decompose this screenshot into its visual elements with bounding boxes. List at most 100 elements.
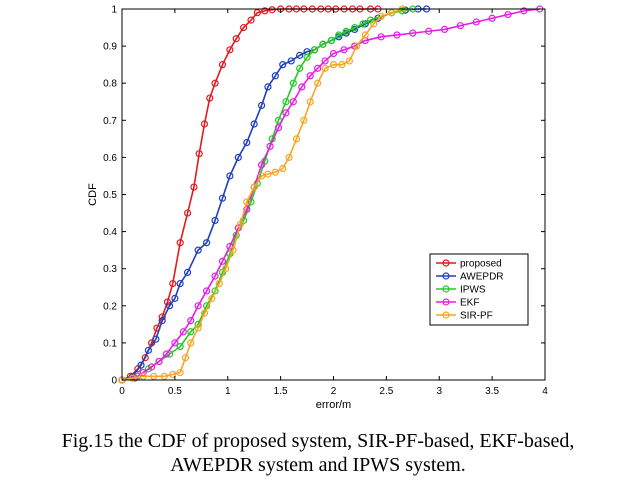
data-point — [274, 124, 283, 132]
series-layer — [118, 5, 544, 384]
data-point — [298, 83, 306, 91]
y-tick-label: 0.9 — [103, 42, 117, 53]
x-tick-label: 2.5 — [379, 386, 393, 397]
data-point — [261, 7, 269, 15]
y-tick-label: 0.3 — [103, 264, 117, 275]
data-point — [183, 268, 192, 277]
data-point — [226, 46, 234, 54]
data-point — [287, 57, 295, 65]
data-point — [253, 9, 261, 17]
data-point — [179, 328, 187, 336]
y-tick-label: 1 — [111, 5, 117, 16]
data-point — [203, 287, 211, 295]
data-point — [321, 64, 329, 72]
data-point — [169, 279, 177, 288]
data-point — [321, 57, 329, 65]
data-point — [306, 98, 314, 106]
data-point — [211, 287, 219, 295]
data-point — [345, 57, 353, 65]
data-point — [243, 205, 251, 213]
data-point — [215, 279, 223, 288]
legend-item: IPWS — [436, 285, 486, 296]
axes-layer: 0 0.5 1 1.5 2 2.5 3 3.5 4 0 0.1 0.2 0.3 0.4 0.5 0.6 0.7 0… — [103, 5, 548, 398]
chart-legend: proposed AWEPDR IPWS EKF SIR-PF — [429, 253, 529, 326]
data-point — [211, 79, 219, 87]
series-line — [121, 8, 403, 381]
data-point — [200, 309, 209, 317]
data-point — [171, 339, 179, 347]
legend-label: EKF — [460, 298, 479, 309]
data-point — [218, 61, 227, 69]
legend-label: AWEPDR — [460, 272, 504, 283]
data-point — [292, 135, 301, 143]
data-point — [342, 27, 350, 35]
data-point — [218, 257, 227, 265]
data-point — [203, 239, 211, 247]
data-point — [187, 339, 195, 347]
data-point — [271, 72, 279, 80]
y-tick-label: 0.6 — [103, 153, 117, 164]
data-point — [160, 372, 168, 380]
data-point — [472, 18, 480, 26]
data-point — [520, 7, 528, 15]
data-point — [377, 33, 385, 41]
data-point — [285, 153, 293, 161]
data-point — [141, 354, 149, 362]
legend-label: IPWS — [460, 285, 486, 296]
figure-caption: Fig.15 the CDF of proposed system, SIR-P… — [0, 429, 636, 477]
data-point — [181, 354, 190, 362]
data-point — [257, 172, 266, 180]
data-point — [257, 161, 266, 169]
y-tick-label: 0.8 — [103, 79, 117, 90]
data-point — [303, 53, 311, 61]
data-point — [488, 14, 496, 22]
legend-label: SIR-PF — [460, 311, 493, 322]
legend-marker — [442, 298, 450, 306]
data-point — [306, 72, 314, 80]
data-point — [139, 372, 147, 380]
legend-item: proposed — [436, 259, 502, 270]
legend-marker — [442, 259, 450, 267]
x-axis-label: error/m — [316, 399, 351, 411]
data-point — [218, 194, 227, 202]
legend-label: proposed — [460, 259, 502, 270]
data-point — [208, 294, 216, 302]
series-line — [121, 8, 413, 381]
data-point — [165, 302, 174, 310]
data-point — [282, 109, 290, 117]
x-tick-label: 2 — [331, 386, 337, 397]
legend-item: SIR-PF — [436, 311, 493, 322]
data-point — [314, 79, 322, 87]
data-point — [425, 27, 433, 35]
data-point — [388, 9, 396, 17]
x-tick-label: 1 — [225, 386, 231, 397]
data-point — [377, 12, 385, 21]
data-point — [266, 142, 274, 150]
data-point — [229, 246, 237, 254]
data-point — [289, 79, 297, 87]
y-tick-label: 0.1 — [103, 338, 117, 349]
data-point — [200, 120, 209, 128]
data-point — [171, 294, 179, 302]
x-tick-label: 4 — [542, 386, 548, 397]
series-awepdr — [118, 5, 431, 384]
data-point — [393, 31, 401, 39]
y-tick-label: 0 — [111, 376, 117, 387]
data-point — [340, 46, 348, 54]
data-point — [240, 23, 248, 32]
data-point — [289, 98, 297, 106]
data-point — [148, 363, 156, 371]
data-point — [257, 101, 266, 110]
data-point — [176, 279, 184, 288]
data-point — [353, 42, 361, 50]
data-point — [176, 368, 184, 377]
data-point — [314, 64, 322, 72]
legend-item: AWEPDR — [436, 272, 504, 283]
data-point — [236, 220, 245, 228]
data-point — [150, 372, 158, 380]
data-point — [176, 239, 184, 247]
data-point — [310, 46, 319, 54]
data-point — [335, 31, 343, 39]
data-point — [194, 246, 202, 254]
data-point — [187, 317, 195, 325]
